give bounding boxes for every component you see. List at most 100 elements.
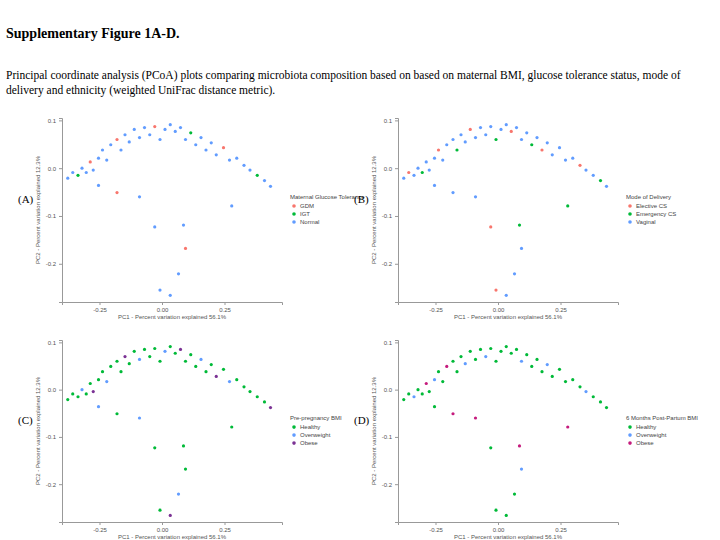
y-tick: 0.1 (48, 118, 62, 124)
point (101, 148, 104, 151)
point (85, 392, 88, 395)
point (578, 164, 581, 167)
point (97, 157, 100, 160)
x-tick-mark (436, 522, 437, 525)
point (494, 509, 497, 512)
figure-caption: Principal coordinate analysis (PCoA) plo… (6, 68, 712, 98)
point (441, 380, 444, 383)
point (66, 177, 69, 180)
point (153, 446, 156, 449)
x-tick: 0.25 (555, 522, 567, 533)
point (115, 412, 118, 415)
y-tick: -0.2 (46, 482, 62, 488)
y-axis: 0.10.0-0.1-0.2 (382, 340, 399, 523)
point (184, 467, 187, 470)
point (235, 378, 238, 381)
y-tick: 0.0 (384, 387, 398, 393)
point (469, 350, 472, 353)
point (194, 143, 197, 146)
point (515, 126, 518, 129)
x-axis-title: PC1 - Percent variation explained 56.1% (454, 314, 563, 320)
point (222, 146, 225, 149)
point (128, 140, 131, 143)
figure-title: Supplementary Figure 1A-D. (6, 26, 180, 42)
y-tick-mark (59, 484, 62, 485)
point (474, 195, 477, 198)
legend-label: Healthy (300, 424, 320, 430)
point (97, 184, 100, 187)
legend-label: Vaginal (636, 219, 656, 225)
y-tick-mark (395, 120, 398, 121)
point (80, 388, 83, 391)
point (222, 368, 225, 371)
point (515, 348, 518, 351)
x-tick: -0.25 (429, 522, 443, 533)
x-axis: -0.250.000.25 (399, 302, 619, 313)
point (163, 128, 166, 131)
point (182, 444, 185, 447)
point (85, 171, 88, 174)
y-tick: -0.2 (46, 261, 62, 267)
x-tick-mark (162, 522, 163, 525)
point (433, 378, 436, 381)
legend-swatch (292, 212, 296, 216)
point (479, 348, 482, 351)
legend-label: Emergency CS (636, 211, 676, 217)
legend-swatch (628, 425, 632, 429)
y-tick-mark (395, 342, 398, 343)
legend-label: IGT (300, 211, 310, 217)
x-axis-title: PC1 - Percent variation explained 56.1% (118, 314, 227, 320)
point (256, 395, 259, 398)
point (433, 157, 436, 160)
y-axis-title: PC2 - Percent variation explained 12.3% (35, 376, 41, 485)
point (518, 223, 521, 226)
point (605, 185, 608, 188)
point (89, 160, 92, 163)
point (451, 138, 454, 141)
point (535, 358, 538, 361)
y-tick-label: -0.2 (46, 482, 57, 488)
point (510, 352, 513, 355)
point (119, 370, 122, 373)
point (437, 148, 440, 151)
legend-swatch (628, 433, 632, 437)
point (115, 191, 118, 194)
point (138, 358, 141, 361)
point (416, 388, 419, 391)
point (489, 225, 492, 228)
point (89, 382, 92, 385)
point (551, 375, 554, 378)
point (520, 247, 523, 250)
y-tick-mark (395, 168, 398, 169)
x-tick: 0.00 (493, 302, 505, 313)
y-tick-label: 0.1 (384, 340, 393, 346)
legend-swatch (628, 212, 632, 216)
panel: -0.250.000.250.10.0-0.1-0.2PC1 - Percent… (354, 118, 676, 320)
point (525, 131, 528, 134)
point (179, 126, 182, 129)
y-tick-label: -0.2 (46, 261, 57, 267)
y-axis-line (395, 341, 399, 523)
point (402, 398, 405, 401)
x-tick-mark (100, 522, 101, 525)
point (248, 168, 251, 171)
y-tick: 0.0 (384, 166, 398, 172)
point (228, 158, 231, 161)
x-tick-label: -0.25 (93, 527, 107, 533)
point (605, 406, 608, 409)
point (119, 148, 122, 151)
x-tick-mark (162, 302, 163, 305)
point (535, 136, 538, 139)
point (215, 153, 218, 156)
point (182, 223, 185, 226)
point (92, 390, 95, 393)
point (210, 141, 213, 144)
point (484, 355, 487, 358)
legend: Pre-pregnancy BMIHealthyOverweightObese (290, 415, 342, 446)
point (71, 171, 74, 174)
point (412, 395, 415, 398)
point (505, 294, 508, 297)
point (505, 514, 508, 517)
legend-swatch (628, 220, 632, 224)
point (546, 141, 549, 144)
